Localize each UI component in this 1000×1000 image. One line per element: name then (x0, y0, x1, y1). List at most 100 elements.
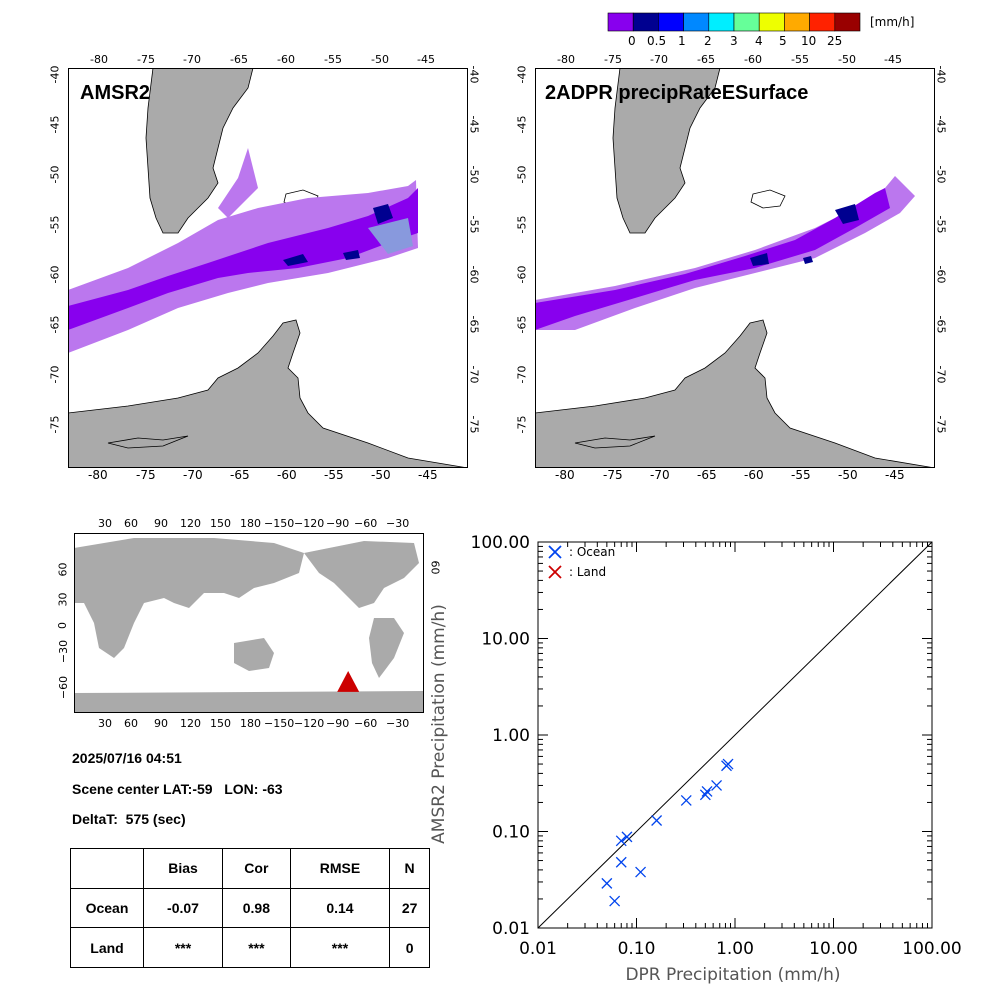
colorbar-label: 25 (827, 34, 843, 48)
land-south-america (145, 68, 254, 234)
world-map-frame (74, 533, 424, 713)
table-cell: -0.07 (143, 887, 223, 929)
lon-tick: −120 (294, 717, 325, 730)
colorbar-swatch (733, 12, 760, 32)
table-header: N (389, 848, 430, 889)
lat-tick: -55 (934, 215, 948, 234)
lat-tick: -50 (467, 165, 481, 184)
lon-tick: -55 (324, 53, 342, 66)
table-header: Cor (221, 848, 291, 889)
lon-tick: -65 (697, 53, 715, 66)
lon-ticks-bottom: -80 -75 -70 -65 -60 -55 -50 -45 (507, 468, 947, 484)
land-africa-eurasia (74, 538, 304, 658)
lat-tick: -50 (934, 165, 948, 184)
row-label: Land (70, 927, 144, 968)
lon-tick: −150 (264, 517, 295, 530)
lon-ticks-top: -80 -75 -70 -65 -60 -55 -50 -45 (507, 53, 947, 67)
lat-tick: 30 (56, 592, 70, 607)
x-tick-label: 0.10 (618, 939, 656, 959)
x-tick-label: 1.00 (716, 939, 754, 959)
table-cell: 0 (389, 927, 430, 968)
lat-tick: -70 (934, 365, 948, 384)
y-axis-label: AMSR2 Precipitation (mm/h) (429, 604, 449, 844)
table-cell: *** (289, 927, 391, 968)
table-cell: 27 (389, 887, 430, 929)
lat-ticks-right: -40 -45 -50 -55 -60 -65 -70 -75 (465, 66, 485, 468)
lon-tick: -50 (838, 53, 856, 66)
lon-tick: -55 (324, 468, 344, 482)
scatter-point-ocean (615, 835, 627, 847)
table-cell: 0.98 (221, 887, 291, 929)
lat-tick: -75 (934, 415, 948, 434)
colorbar-unit: [mm/h] (870, 15, 915, 29)
precip-swath (68, 148, 418, 353)
lat-tick: -50 (48, 165, 62, 184)
land-antarctic-peninsula (68, 319, 468, 468)
table-cell: *** (221, 927, 291, 968)
lat-tick: -45 (48, 115, 62, 134)
lon-tick: 60 (124, 517, 138, 530)
lat-tick: -40 (48, 65, 62, 84)
lat-tick: -70 (467, 365, 481, 384)
lon-tick: -45 (884, 53, 902, 66)
colorbar-label: 3 (730, 34, 738, 48)
lat-tick: -70 (515, 365, 529, 384)
lon-tick: 90 (154, 717, 168, 730)
lon-tick: 180 (240, 717, 261, 730)
land-antarctica (74, 691, 424, 713)
scatter-plot: 0.010.01 0.10 0.10 1.00 1.00 10.00 10.00 100.00… (429, 533, 962, 985)
scene-center: Scene center LAT:-59 LON: -63 (72, 781, 283, 797)
land-south-america (369, 618, 404, 678)
table-cell: 0.14 (289, 887, 391, 929)
colorbar-label: 2 (704, 34, 712, 48)
lat-tick: -65 (934, 315, 948, 334)
lon-tick: -70 (183, 468, 203, 482)
table-row: Ocean -0.07 0.98 0.14 27 (70, 887, 430, 929)
lat-tick: -60 (515, 265, 529, 284)
lat-tick: -60 (467, 265, 481, 284)
one-to-one-line (537, 541, 933, 929)
colorbar (607, 12, 861, 32)
lon-tick: 120 (180, 717, 201, 730)
scene-deltat: DeltaT: 575 (sec) (72, 811, 186, 827)
lon-tick: -65 (230, 53, 248, 66)
lat-tick: -45 (467, 115, 481, 134)
legend-label: : Ocean (569, 545, 615, 559)
lat-tick: -70 (48, 365, 62, 384)
scatter-point-ocean (680, 794, 692, 806)
lon-tick: -60 (744, 53, 762, 66)
lon-tick: -75 (604, 53, 622, 66)
land-south-america (612, 68, 721, 234)
lon-tick: −150 (264, 717, 295, 730)
lon-tick: -45 (417, 53, 435, 66)
lat-tick: 0 (56, 622, 69, 629)
world-lat-ticks-left: 60 30 0 −30 −60 (56, 533, 72, 713)
lat-tick: -45 (934, 115, 948, 134)
lon-tick: -65 (697, 468, 717, 482)
lon-tick: 60 (124, 717, 138, 730)
lon-tick: -50 (371, 53, 389, 66)
lon-tick: -55 (791, 468, 811, 482)
lon-tick: -60 (277, 468, 297, 482)
lat-tick: -40 (515, 65, 529, 84)
colorbar-label: 5 (779, 34, 787, 48)
scatter-point-ocean (609, 895, 621, 907)
x-axis-label: DPR Precipitation (mm/h) (625, 965, 840, 985)
stats-table: Bias Cor RMSE N Ocean -0.07 0.98 0.14 27… (70, 848, 430, 968)
lat-tick: -65 (467, 315, 481, 334)
scatter-point-ocean (651, 815, 663, 826)
colorbar-swatch (758, 12, 785, 32)
world-lon-ticks-top: 30 60 90 120 150 180 −150 −120 −90 −60 −… (74, 517, 424, 531)
lon-tick: -80 (90, 53, 108, 66)
x-tick-label: 0.01 (519, 939, 557, 959)
legend-label: : Land (569, 565, 606, 579)
lat-tick: -75 (48, 415, 62, 434)
scatter-point-ocean (621, 831, 633, 843)
map-frame (535, 68, 935, 468)
precip-swath (535, 176, 915, 330)
lat-tick: -60 (48, 265, 62, 284)
scene-datetime: 2025/07/16 04:51 (72, 750, 182, 766)
y-tick-label: 10.00 (481, 630, 530, 650)
colorbar-swatch (809, 12, 836, 32)
map-frame (68, 68, 468, 468)
